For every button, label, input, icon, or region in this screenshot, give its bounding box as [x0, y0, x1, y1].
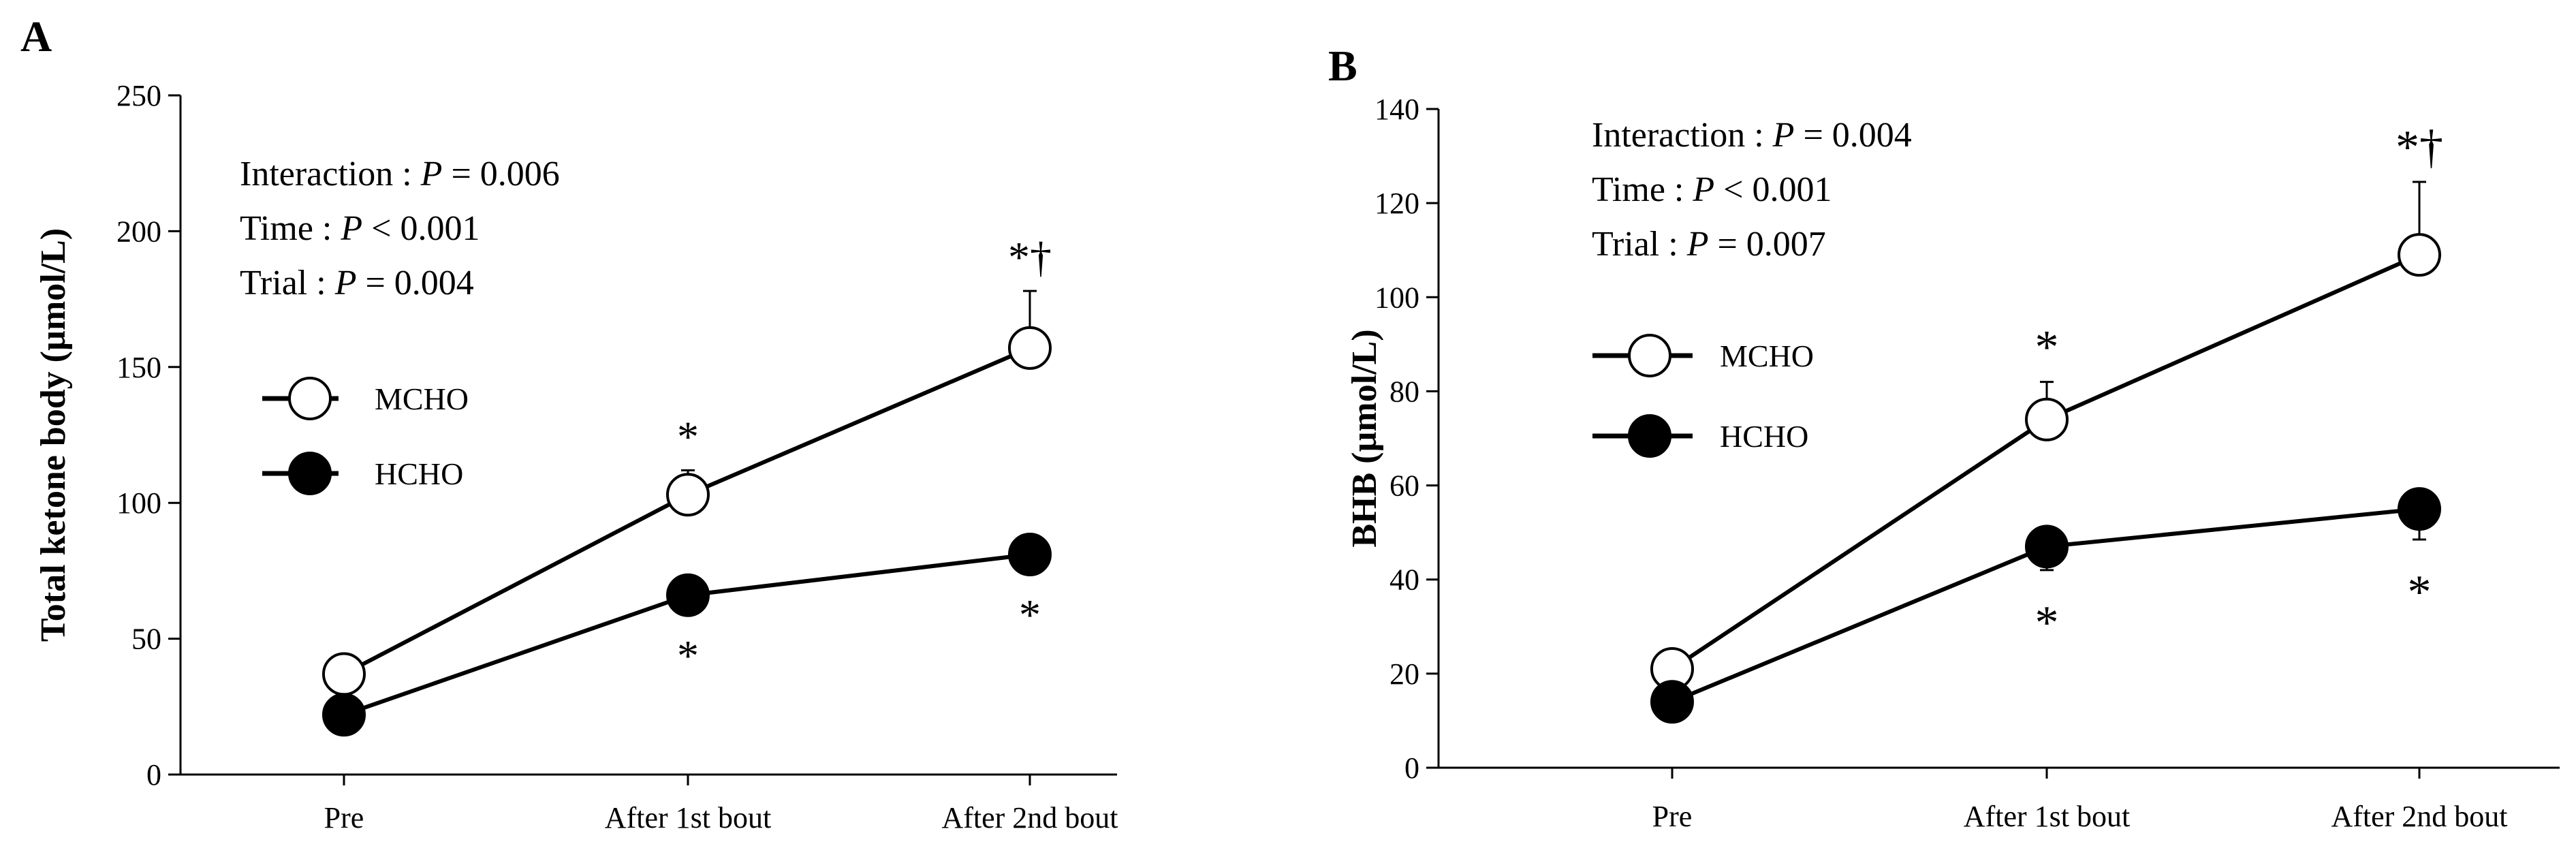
- data-point-filled: [1008, 532, 1052, 576]
- legend-label: MCHO: [375, 381, 469, 416]
- y-tick-label: 140: [1375, 93, 1419, 126]
- y-tick-label: 80: [1389, 375, 1419, 408]
- panel-label: A: [20, 12, 52, 61]
- stat-p-value: 0.004: [1832, 116, 1912, 155]
- panel-b: B 0 20 40 60 80 100 120 140 Pre After 1st bout Afte…: [1328, 42, 2560, 833]
- stat-p-value: 0.004: [394, 264, 474, 302]
- legend-open-circle-marker: [288, 377, 332, 420]
- data-point-filled: [1650, 680, 1694, 724]
- stat-trial: Trial : P = 0.004: [240, 264, 474, 302]
- series-hcho: **: [1650, 487, 2441, 724]
- x-tick-label: Pre: [324, 801, 364, 834]
- legend-label: HCHO: [1720, 419, 1808, 454]
- y-tick-label: 120: [1375, 187, 1419, 220]
- legend-item-hcho: HCHO: [262, 452, 463, 495]
- stat-label: Interaction: [240, 155, 393, 193]
- data-point-filled: [2025, 525, 2069, 569]
- stat-p-value: 0.001: [1752, 170, 1832, 209]
- data-point-open: [2398, 233, 2441, 277]
- legend-item-hcho: HCHO: [1592, 414, 1808, 458]
- y-tick-label: 40: [1389, 563, 1419, 597]
- significance-marker: *: [2035, 322, 2059, 374]
- x-tick-label: After 1st bout: [605, 801, 771, 834]
- significance-marker: *: [2035, 597, 2059, 649]
- y-tick-label: 250: [116, 79, 161, 112]
- legend-label: HCHO: [375, 456, 463, 491]
- stat-label: Trial: [240, 264, 307, 302]
- y-tick-label: 100: [1375, 281, 1419, 314]
- data-point-filled: [2398, 487, 2441, 531]
- stat-operator: =: [1708, 225, 1746, 264]
- data-point-open: [2025, 397, 2069, 441]
- stat-operator: <: [1714, 170, 1752, 209]
- x-tick-label: After 2nd bout: [2331, 800, 2507, 833]
- legend-open-circle-marker: [1628, 334, 1671, 377]
- y-axis-label: BHB (µmol/L): [1345, 329, 1384, 547]
- stat-label: Time: [1592, 170, 1665, 209]
- legend-item-mcho: MCHO: [1592, 334, 1814, 377]
- stat-operator: <: [362, 209, 400, 248]
- stat-interaction: Interaction : P = 0.004: [1592, 116, 1912, 155]
- panel-label: B: [1328, 42, 1357, 90]
- stat-time: Time : P < 0.001: [240, 209, 480, 248]
- y-tick-label: 0: [146, 758, 161, 792]
- x-tick-label: Pre: [1652, 800, 1693, 833]
- legend-label: MCHO: [1720, 339, 1814, 373]
- y-tick-label: 50: [131, 623, 161, 656]
- data-point-open: [666, 473, 710, 517]
- legend-filled-circle-marker: [1628, 414, 1671, 458]
- legend-item-mcho: MCHO: [262, 377, 469, 420]
- significance-marker: *: [677, 412, 699, 460]
- data-point-filled: [322, 693, 366, 737]
- y-axis-label: Total ketone body (µmol/L): [34, 228, 73, 642]
- stat-trial: Trial : P = 0.007: [1592, 225, 1826, 264]
- panel-a: A 0 50 100 150 200 250 Pre After 1st bout After 2…: [20, 12, 1118, 834]
- y-tick-label: 100: [116, 486, 161, 520]
- y-tick-label: 150: [116, 351, 161, 384]
- stat-operator: =: [356, 264, 394, 302]
- stat-label: Time: [240, 209, 313, 248]
- data-point-open: [322, 652, 366, 696]
- y-tick-label: 60: [1389, 469, 1419, 503]
- significance-marker: *: [677, 631, 699, 680]
- series-hcho: **: [322, 532, 1052, 737]
- stat-p-value: 0.006: [480, 155, 560, 193]
- significance-marker: *: [2408, 566, 2432, 619]
- series-mcho: * *†: [322, 233, 1052, 696]
- stat-label: Trial: [1592, 225, 1659, 264]
- x-tick-label: After 1st bout: [1964, 800, 2130, 833]
- y-tick-label: 20: [1389, 657, 1419, 691]
- x-tick-label: After 2nd bout: [941, 801, 1118, 834]
- data-point-open: [1008, 326, 1052, 370]
- y-tick-label: 200: [116, 215, 161, 248]
- significance-marker: *†: [2396, 121, 2443, 174]
- stat-time: Time : P < 0.001: [1592, 170, 1832, 209]
- stat-operator: =: [1794, 116, 1832, 155]
- data-point-filled: [666, 573, 710, 617]
- legend-filled-circle-marker: [288, 452, 332, 495]
- stat-p-value: 0.001: [400, 209, 480, 248]
- stat-label: Interaction: [1592, 116, 1745, 155]
- significance-marker: *†: [1008, 233, 1052, 281]
- stat-interaction: Interaction : P = 0.006: [240, 155, 560, 193]
- significance-marker: *: [1019, 591, 1041, 639]
- series-mcho: * *†: [1650, 121, 2443, 691]
- stat-p-value: 0.007: [1746, 225, 1826, 264]
- y-tick-label: 0: [1404, 751, 1419, 785]
- stat-operator: =: [442, 155, 480, 193]
